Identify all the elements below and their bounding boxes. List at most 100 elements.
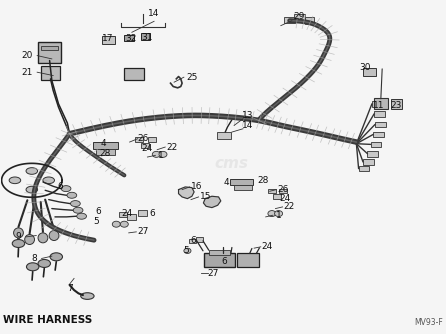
Text: 6: 6 — [221, 257, 227, 266]
Ellipse shape — [81, 293, 94, 299]
FancyBboxPatch shape — [119, 211, 128, 217]
Text: 6: 6 — [149, 209, 155, 218]
Ellipse shape — [9, 177, 21, 184]
Text: 4: 4 — [100, 139, 106, 148]
FancyBboxPatch shape — [237, 254, 259, 267]
Polygon shape — [203, 196, 221, 207]
FancyBboxPatch shape — [374, 99, 388, 109]
Ellipse shape — [26, 263, 39, 271]
Text: 22: 22 — [166, 143, 178, 152]
FancyBboxPatch shape — [124, 35, 134, 41]
FancyBboxPatch shape — [363, 68, 376, 76]
Ellipse shape — [49, 230, 59, 240]
FancyBboxPatch shape — [373, 132, 384, 137]
Text: 24: 24 — [280, 194, 291, 203]
Text: MV93-F: MV93-F — [414, 318, 443, 327]
Text: cms: cms — [215, 156, 249, 171]
Text: 1: 1 — [158, 151, 164, 160]
FancyBboxPatch shape — [294, 14, 305, 21]
Circle shape — [159, 151, 167, 157]
Text: 5: 5 — [93, 217, 99, 226]
Text: 9: 9 — [16, 232, 21, 241]
Ellipse shape — [61, 186, 71, 192]
FancyBboxPatch shape — [268, 189, 276, 193]
Text: 28: 28 — [99, 149, 111, 158]
FancyBboxPatch shape — [204, 253, 235, 267]
FancyBboxPatch shape — [359, 166, 369, 171]
FancyBboxPatch shape — [372, 101, 383, 107]
Text: WIRE HARNESS: WIRE HARNESS — [3, 315, 92, 325]
Ellipse shape — [26, 186, 37, 193]
Text: 26: 26 — [277, 185, 288, 194]
Text: 27: 27 — [207, 269, 219, 278]
Ellipse shape — [38, 260, 50, 268]
Circle shape — [112, 221, 120, 227]
FancyBboxPatch shape — [363, 159, 374, 165]
FancyBboxPatch shape — [128, 214, 136, 219]
Text: 5: 5 — [184, 245, 190, 255]
FancyBboxPatch shape — [41, 46, 58, 50]
FancyBboxPatch shape — [371, 142, 381, 147]
FancyBboxPatch shape — [209, 250, 230, 255]
Text: 15: 15 — [199, 192, 211, 201]
Ellipse shape — [67, 192, 77, 198]
Text: 32: 32 — [125, 34, 136, 43]
Text: 31: 31 — [142, 33, 153, 42]
Text: 1: 1 — [276, 211, 281, 220]
Text: 6: 6 — [190, 236, 196, 245]
FancyBboxPatch shape — [124, 68, 144, 79]
Text: 6: 6 — [95, 207, 101, 216]
FancyBboxPatch shape — [374, 111, 385, 117]
FancyBboxPatch shape — [141, 143, 149, 148]
FancyBboxPatch shape — [230, 179, 253, 185]
FancyBboxPatch shape — [41, 66, 60, 80]
Ellipse shape — [73, 207, 83, 213]
Ellipse shape — [26, 168, 37, 174]
Circle shape — [268, 210, 276, 216]
FancyBboxPatch shape — [391, 99, 402, 109]
Text: 14: 14 — [149, 9, 160, 18]
Text: 6: 6 — [58, 182, 64, 191]
FancyBboxPatch shape — [368, 151, 378, 157]
Ellipse shape — [50, 253, 62, 261]
Circle shape — [275, 210, 283, 216]
FancyBboxPatch shape — [96, 149, 115, 155]
Circle shape — [120, 221, 128, 227]
FancyBboxPatch shape — [284, 17, 295, 23]
Ellipse shape — [38, 233, 48, 243]
FancyBboxPatch shape — [141, 33, 150, 40]
Text: 23: 23 — [391, 101, 402, 110]
Text: 14: 14 — [242, 121, 253, 130]
Circle shape — [184, 248, 191, 254]
FancyBboxPatch shape — [375, 122, 386, 127]
Text: 30: 30 — [359, 63, 371, 72]
Ellipse shape — [25, 234, 34, 244]
FancyBboxPatch shape — [135, 137, 143, 142]
Ellipse shape — [12, 239, 25, 247]
Text: 24: 24 — [262, 242, 273, 251]
FancyBboxPatch shape — [234, 185, 252, 190]
Ellipse shape — [13, 228, 23, 238]
FancyBboxPatch shape — [217, 132, 231, 139]
Text: 11: 11 — [373, 101, 384, 110]
Text: 29: 29 — [293, 12, 304, 21]
FancyBboxPatch shape — [148, 137, 156, 142]
FancyBboxPatch shape — [273, 194, 281, 199]
FancyBboxPatch shape — [138, 210, 147, 215]
Text: 22: 22 — [283, 202, 294, 211]
Text: 26: 26 — [137, 134, 149, 143]
Ellipse shape — [77, 213, 87, 219]
Text: 25: 25 — [186, 73, 198, 82]
FancyBboxPatch shape — [189, 238, 196, 243]
Text: 27: 27 — [137, 227, 149, 236]
Text: 20: 20 — [22, 51, 33, 60]
Text: 7: 7 — [67, 284, 73, 293]
Text: 24: 24 — [122, 209, 133, 218]
Ellipse shape — [43, 177, 54, 184]
FancyBboxPatch shape — [38, 42, 61, 62]
FancyBboxPatch shape — [305, 17, 314, 24]
Text: 16: 16 — [190, 182, 202, 191]
Polygon shape — [178, 187, 194, 199]
FancyBboxPatch shape — [196, 237, 203, 242]
Text: 28: 28 — [257, 176, 268, 185]
